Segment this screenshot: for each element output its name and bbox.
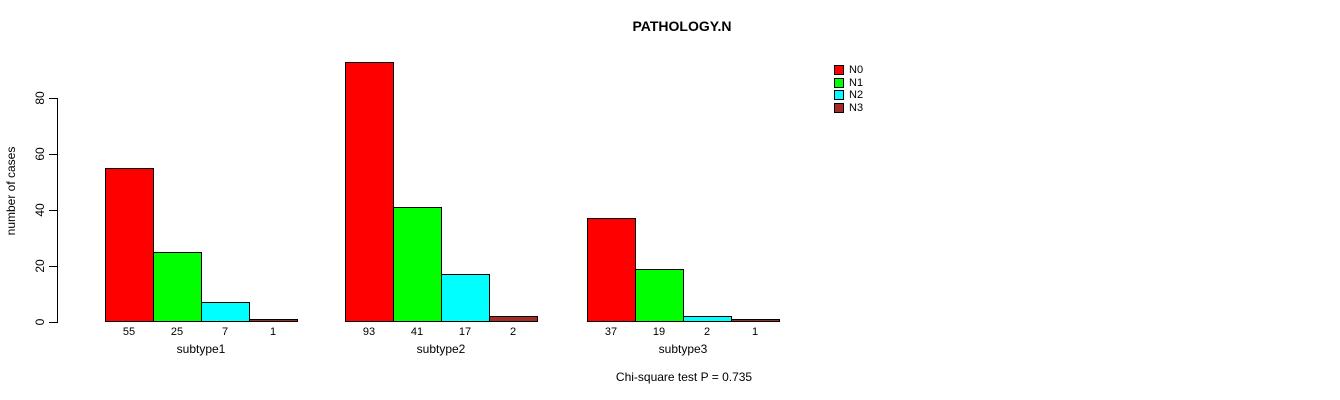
bar-value-label: 1: [751, 326, 759, 338]
bar-value-label: 19: [652, 326, 666, 338]
legend-label-N2: N2: [849, 89, 864, 102]
legend-label-N0: N0: [849, 64, 864, 76]
chi-square-annotation: Chi-square test P = 0.735: [615, 370, 753, 384]
y-axis-tick: [49, 322, 57, 323]
y-axis-tick: [49, 154, 57, 155]
category-label-subtype3: subtype3: [658, 342, 708, 356]
chart-title: PATHOLOGY.N: [632, 18, 732, 34]
bar-value-label: 17: [458, 326, 472, 338]
category-label-subtype2: subtype2: [416, 342, 466, 356]
bar-N0-subtype3: [587, 218, 636, 322]
legend-label-N1: N1: [849, 76, 864, 89]
bar-value-label: 41: [410, 326, 424, 338]
y-axis-tick: [49, 98, 57, 99]
legend-swatch-N3: [834, 102, 844, 113]
bar-value-label: 7: [221, 326, 229, 338]
y-tick-label: 0: [33, 318, 47, 326]
bar-value-label: 2: [703, 326, 711, 338]
bar-N1-subtype3: [635, 269, 684, 322]
legend-swatch-N0: [834, 65, 844, 75]
bar-value-label: 2: [509, 326, 517, 338]
bar-value-label: 55: [122, 326, 136, 338]
legend-swatch-N1: [834, 77, 844, 88]
bar-value-label: 93: [362, 326, 376, 338]
y-tick-label: 60: [33, 147, 47, 161]
y-axis-line: [57, 98, 58, 323]
y-axis-tick: [49, 266, 57, 267]
bar-value-label: 37: [604, 326, 618, 338]
bar-N2-subtype2: [441, 274, 490, 322]
legend-swatch-N2: [834, 90, 844, 101]
bar-N3-subtype3: [731, 319, 780, 322]
bar-N2-subtype3: [683, 316, 732, 322]
bar-N1-subtype2: [393, 207, 442, 322]
y-tick-label: 40: [33, 203, 47, 217]
bar-N0-subtype2: [345, 62, 394, 322]
bar-value-label: 1: [269, 326, 277, 338]
bar-N3-subtype1: [249, 319, 298, 322]
y-tick-label: 20: [33, 259, 47, 273]
bar-N0-subtype1: [105, 168, 154, 322]
legend-label-N3: N3: [849, 101, 864, 114]
bar-N1-subtype1: [153, 252, 202, 322]
y-tick-label: 80: [33, 91, 47, 105]
bar-value-label: 25: [170, 326, 184, 338]
bar-N3-subtype2: [489, 316, 538, 322]
y-axis-tick: [49, 210, 57, 211]
category-label-subtype1: subtype1: [176, 342, 226, 356]
y-axis-label: number of cases: [4, 146, 18, 236]
bar-N2-subtype1: [201, 302, 250, 322]
